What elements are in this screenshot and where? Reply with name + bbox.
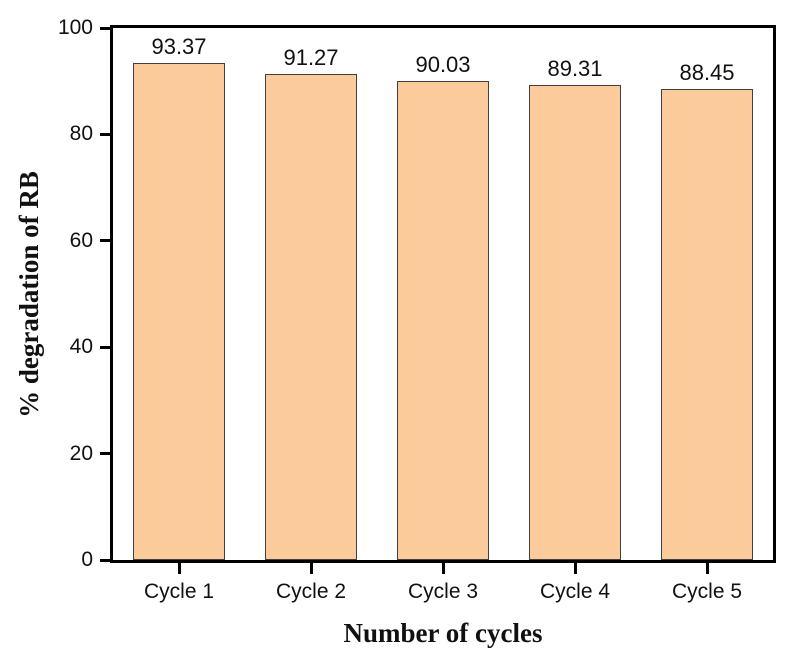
y-axis-tick <box>100 558 110 562</box>
x-axis-tick <box>309 563 313 574</box>
bar-value-label: 89.31 <box>547 55 603 81</box>
y-axis-tick <box>100 452 110 456</box>
y-axis-tick <box>100 26 110 30</box>
x-axis-title: Number of cycles <box>343 618 543 648</box>
y-axis-tick-label: 20 <box>69 441 93 465</box>
y-axis-tick <box>100 239 110 243</box>
y-axis-tick <box>100 132 110 136</box>
y-axis-tick-label: 80 <box>69 122 93 146</box>
y-axis-tick-label: 100 <box>57 16 93 39</box>
bar-value-label: 88.45 <box>679 60 735 86</box>
x-axis-tick-label: Cycle 2 <box>275 580 347 603</box>
bar-value-label: 93.37 <box>151 34 207 60</box>
bar-value-label: 91.27 <box>283 45 339 71</box>
x-axis-tick-label: Cycle 3 <box>407 580 479 603</box>
bar-cycle-2 <box>264 74 358 560</box>
x-axis-tick <box>573 563 577 574</box>
bar-cycle-3 <box>396 81 490 560</box>
bar-cycle-1 <box>132 63 226 560</box>
x-axis-tick-label: Cycle 5 <box>671 580 743 603</box>
x-axis-tick <box>705 563 709 574</box>
bar-value-label: 90.03 <box>415 52 471 78</box>
y-axis-tick-label: 60 <box>69 228 93 252</box>
y-axis-tick <box>100 345 110 349</box>
y-axis-title: % degradation of RB <box>13 170 44 418</box>
y-axis-tick-label: 40 <box>69 335 93 359</box>
bar-cycle-5 <box>660 89 754 560</box>
y-axis-title-container: % degradation of RB <box>6 25 52 563</box>
plot-area: 0 20 40 60 80 100 93.37 Cycle 1 91.27 Cycle 2 90.0… <box>58 16 776 603</box>
x-axis-tick <box>177 563 181 574</box>
y-axis-tick-label: 0 <box>81 548 93 571</box>
bar-cycle-4 <box>528 84 622 560</box>
x-axis-tick-label: Cycle 4 <box>539 580 611 603</box>
x-axis-tick <box>441 563 445 574</box>
x-axis-tick-label: Cycle 1 <box>143 580 215 603</box>
